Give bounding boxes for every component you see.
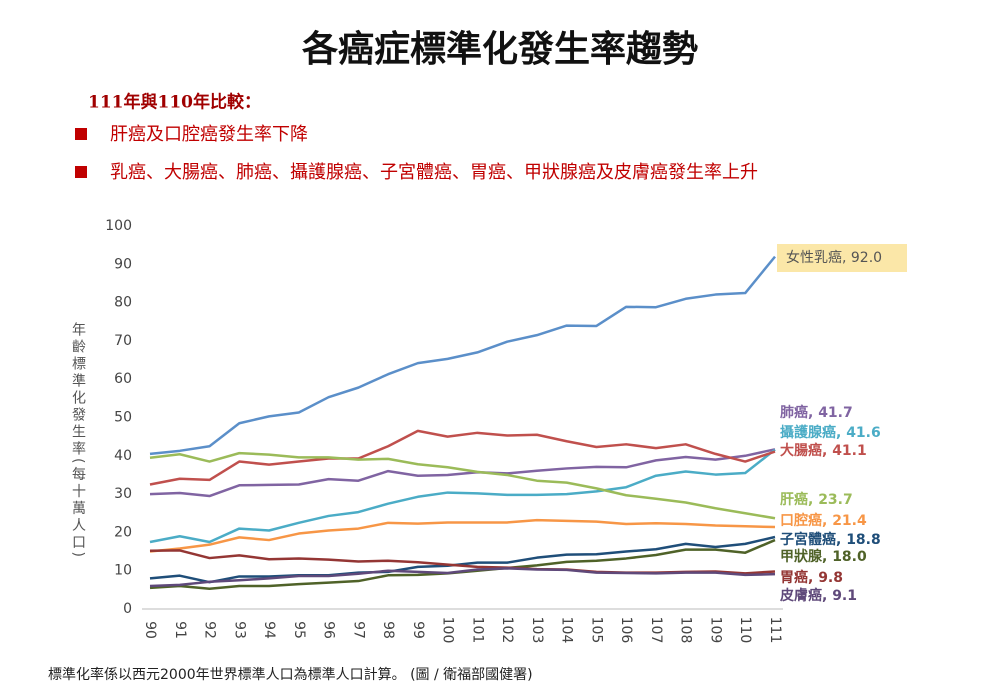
- x-tick-label: 98: [380, 621, 396, 639]
- series-line: [149, 535, 776, 584]
- x-tick-label: 101: [469, 617, 485, 644]
- x-tick-label: 109: [707, 617, 723, 644]
- x-tick-label: 106: [618, 617, 634, 644]
- bullet: [75, 128, 87, 140]
- y-tick-label: 30: [114, 486, 132, 502]
- x-tick-label: 108: [678, 617, 694, 644]
- series-label: 胃癌, 9.8: [780, 569, 843, 586]
- x-tick-label: 91: [172, 621, 188, 639]
- x-tick-label: 90: [142, 621, 158, 639]
- y-tick-label: 80: [114, 295, 132, 311]
- series-line: [149, 518, 776, 553]
- y-tick-label: 50: [114, 410, 132, 426]
- series-line: [149, 567, 776, 588]
- x-tick-label: 104: [559, 617, 575, 644]
- series-line: [149, 255, 776, 456]
- y-tick-label: 40: [114, 448, 132, 464]
- label-box: [777, 244, 907, 272]
- series-label: 女性乳癌, 92.0: [786, 249, 882, 266]
- series-line: [149, 448, 776, 498]
- x-tick-label: 100: [440, 617, 456, 644]
- x-tick-label: 95: [291, 621, 307, 639]
- series-line: [149, 448, 776, 544]
- series-label: 子宮體癌, 18.8: [780, 531, 881, 548]
- x-tick-label: 111: [767, 617, 783, 644]
- series-label: 皮膚癌, 9.1: [779, 587, 857, 604]
- chart-title: 各癌症標準化發生率趨勢: [302, 28, 698, 70]
- y-tick-label: 20: [114, 524, 132, 540]
- y-tick-label: 100: [105, 218, 132, 234]
- x-tick-label: 97: [350, 621, 366, 639]
- series-label: 甲狀腺, 18.0: [780, 548, 867, 565]
- series-label: 攝護腺癌, 41.6: [780, 424, 881, 441]
- x-tick-label: 92: [202, 621, 218, 639]
- series-label: 口腔癌, 21.4: [780, 512, 867, 529]
- x-tick-label: 103: [529, 617, 545, 644]
- y-axis-label: 年齡標準化發生率(每十萬人口): [70, 322, 86, 560]
- footnote: 標準化率係以西元2000年世界標準人口為標準人口計算。 (圖 / 衛福部國健署): [48, 666, 533, 683]
- x-tick-label: 99: [410, 621, 426, 639]
- series-line: [149, 429, 776, 486]
- subtitle: 111年與110年比較：: [88, 92, 261, 113]
- series-label: 大腸癌, 41.1: [780, 442, 867, 459]
- annotation: 肝癌及口腔癌發生率下降: [110, 124, 308, 145]
- y-tick-label: 10: [114, 563, 132, 579]
- x-tick-label: 107: [648, 617, 664, 644]
- x-tick-label: 93: [231, 621, 247, 639]
- x-tick-label: 102: [499, 617, 515, 644]
- series-label: 肺癌, 41.7: [780, 404, 853, 421]
- x-tick-label: 110: [737, 617, 753, 644]
- annotation: 乳癌、大腸癌、肺癌、攝護腺癌、子宮體癌、胃癌、甲狀腺癌及皮膚癌發生率上升: [110, 162, 758, 183]
- x-tick-label: 96: [321, 621, 337, 639]
- x-tick-label: 94: [261, 621, 277, 639]
- y-tick-label: 60: [114, 371, 132, 387]
- y-tick-label: 70: [114, 333, 132, 349]
- bullet: [75, 166, 87, 178]
- x-tick-label: 105: [588, 617, 604, 644]
- series-line: [149, 451, 776, 520]
- y-tick-label: 90: [114, 256, 132, 272]
- y-tick-label: 0: [123, 601, 132, 617]
- background: [0, 0, 1000, 655]
- series-label: 肝癌, 23.7: [780, 491, 853, 508]
